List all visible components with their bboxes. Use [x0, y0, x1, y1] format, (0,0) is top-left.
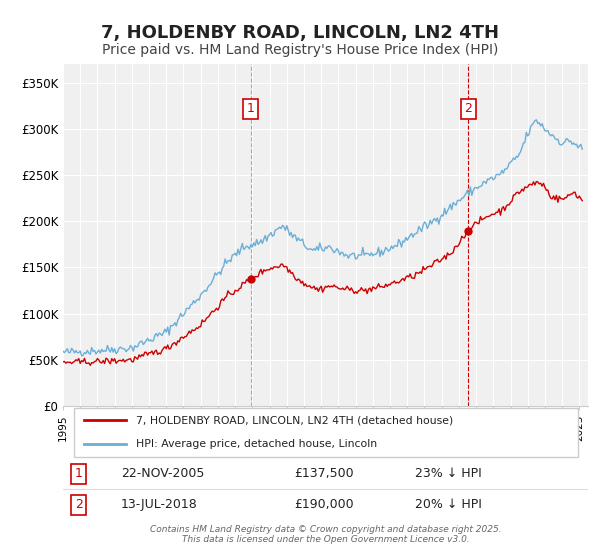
Text: £190,000: £190,000 [294, 498, 353, 511]
Text: Price paid vs. HM Land Registry's House Price Index (HPI): Price paid vs. HM Land Registry's House … [102, 43, 498, 57]
Text: 7, HOLDENBY ROAD, LINCOLN, LN2 4TH (detached house): 7, HOLDENBY ROAD, LINCOLN, LN2 4TH (deta… [137, 415, 454, 425]
Text: 23% ↓ HPI: 23% ↓ HPI [415, 467, 482, 480]
Text: 2: 2 [464, 102, 472, 115]
Text: £137,500: £137,500 [294, 467, 353, 480]
Text: 7, HOLDENBY ROAD, LINCOLN, LN2 4TH: 7, HOLDENBY ROAD, LINCOLN, LN2 4TH [101, 24, 499, 41]
FancyBboxPatch shape [74, 408, 577, 456]
Text: 1: 1 [247, 102, 254, 115]
Text: 20% ↓ HPI: 20% ↓ HPI [415, 498, 482, 511]
Text: 13-JUL-2018: 13-JUL-2018 [121, 498, 197, 511]
Text: Contains HM Land Registry data © Crown copyright and database right 2025.
This d: Contains HM Land Registry data © Crown c… [149, 525, 502, 544]
Text: 2: 2 [75, 498, 83, 511]
Text: 22-NOV-2005: 22-NOV-2005 [121, 467, 204, 480]
Text: HPI: Average price, detached house, Lincoln: HPI: Average price, detached house, Linc… [137, 439, 377, 449]
Text: 1: 1 [75, 467, 83, 480]
